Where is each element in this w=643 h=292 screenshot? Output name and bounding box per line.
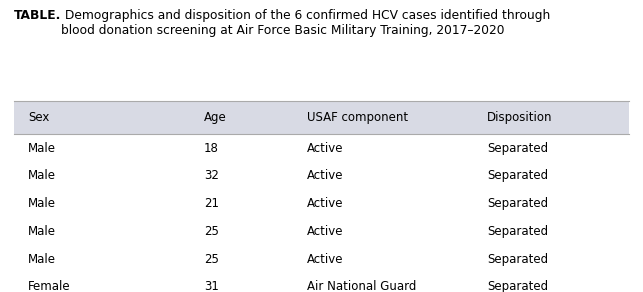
- Text: Age: Age: [204, 111, 226, 124]
- Text: Active: Active: [307, 225, 343, 238]
- Text: Male: Male: [28, 253, 57, 266]
- Text: Male: Male: [28, 169, 57, 182]
- Text: Active: Active: [307, 169, 343, 182]
- Text: TABLE.: TABLE.: [14, 9, 62, 22]
- Text: Separated: Separated: [487, 169, 548, 182]
- Text: Separated: Separated: [487, 280, 548, 292]
- Text: Separated: Separated: [487, 225, 548, 238]
- Text: 25: 25: [204, 253, 219, 266]
- Text: Separated: Separated: [487, 142, 548, 155]
- Text: Separated: Separated: [487, 253, 548, 266]
- Text: Demographics and disposition of the 6 confirmed HCV cases identified through
blo: Demographics and disposition of the 6 co…: [61, 9, 550, 37]
- Text: Air National Guard: Air National Guard: [307, 280, 416, 292]
- Text: 31: 31: [204, 280, 219, 292]
- Text: 21: 21: [204, 197, 219, 210]
- Text: Sex: Sex: [28, 111, 50, 124]
- Text: Active: Active: [307, 253, 343, 266]
- Text: 32: 32: [204, 169, 219, 182]
- Text: Active: Active: [307, 197, 343, 210]
- Text: Disposition: Disposition: [487, 111, 552, 124]
- Text: Male: Male: [28, 197, 57, 210]
- Text: USAF component: USAF component: [307, 111, 408, 124]
- Text: Male: Male: [28, 142, 57, 155]
- Text: 25: 25: [204, 225, 219, 238]
- Text: Separated: Separated: [487, 197, 548, 210]
- Text: Female: Female: [28, 280, 71, 292]
- Text: Male: Male: [28, 225, 57, 238]
- Text: Active: Active: [307, 142, 343, 155]
- Text: 18: 18: [204, 142, 219, 155]
